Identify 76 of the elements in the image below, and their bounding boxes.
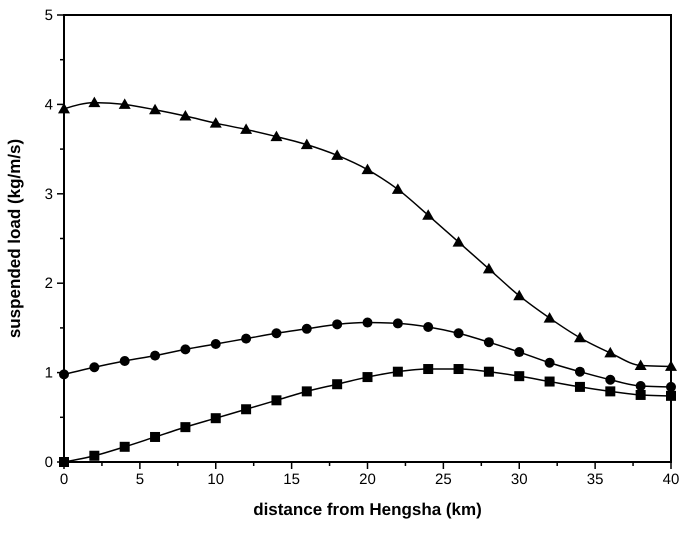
point	[150, 432, 160, 442]
x-axis-title: distance from Hengsha (km)	[253, 500, 482, 519]
x-tick-label: 40	[662, 471, 680, 488]
point	[604, 346, 616, 358]
point	[392, 318, 403, 328]
point	[270, 130, 282, 142]
x-tick-label: 25	[435, 471, 452, 488]
point	[544, 312, 556, 323]
point	[118, 98, 131, 109]
point	[89, 450, 100, 461]
point	[605, 374, 616, 385]
point	[362, 318, 372, 328]
point	[513, 290, 526, 300]
point	[422, 209, 434, 220]
y-tick-label: 4	[44, 96, 53, 114]
point	[514, 347, 524, 358]
point	[634, 359, 647, 370]
point	[210, 413, 221, 424]
point	[120, 356, 130, 366]
y-tick-label: 1	[44, 364, 53, 382]
point	[605, 386, 616, 396]
x-tick-label: 20	[359, 471, 376, 488]
point	[271, 395, 282, 406]
point	[302, 324, 312, 334]
point	[210, 338, 221, 349]
point	[574, 332, 586, 342]
point	[210, 117, 222, 128]
point	[484, 366, 494, 377]
point	[300, 138, 313, 150]
point	[454, 328, 464, 338]
y-tick-label: 2	[44, 275, 53, 292]
point	[331, 149, 344, 160]
point	[120, 442, 130, 452]
point	[302, 386, 312, 396]
point	[574, 382, 585, 392]
x-tick-label: 5	[136, 471, 144, 488]
point	[666, 382, 676, 392]
x-tick-label: 35	[586, 471, 604, 488]
y-axis-title: suspended load (kg/m/s)	[5, 138, 24, 338]
point	[484, 337, 494, 348]
point	[392, 183, 404, 194]
point	[423, 364, 434, 374]
point	[149, 104, 162, 114]
x-tick-label: 30	[510, 471, 528, 488]
point	[362, 372, 372, 382]
point	[636, 390, 646, 400]
point	[514, 371, 524, 382]
x-tick-label: 0	[60, 471, 68, 488]
point	[636, 381, 646, 392]
point	[574, 366, 585, 377]
y-tick-label: 5	[44, 7, 53, 24]
point	[150, 350, 160, 361]
point	[240, 123, 252, 134]
point	[452, 236, 465, 247]
point	[179, 110, 192, 121]
point	[89, 362, 100, 372]
point	[241, 334, 252, 344]
point	[544, 358, 555, 368]
point	[241, 404, 252, 414]
point	[482, 262, 495, 274]
point	[544, 376, 555, 387]
point	[454, 364, 464, 374]
point	[88, 96, 100, 108]
point	[332, 379, 342, 390]
point	[666, 390, 676, 401]
point	[180, 422, 190, 432]
y-tick-label: 3	[44, 186, 53, 203]
point	[332, 319, 342, 330]
x-tick-label: 15	[283, 471, 300, 488]
y-tick-label: 0	[44, 454, 53, 471]
point	[392, 366, 403, 377]
point	[180, 344, 190, 354]
point	[271, 328, 282, 338]
point	[362, 164, 374, 174]
x-tick-label: 10	[207, 471, 224, 488]
point	[423, 322, 434, 332]
